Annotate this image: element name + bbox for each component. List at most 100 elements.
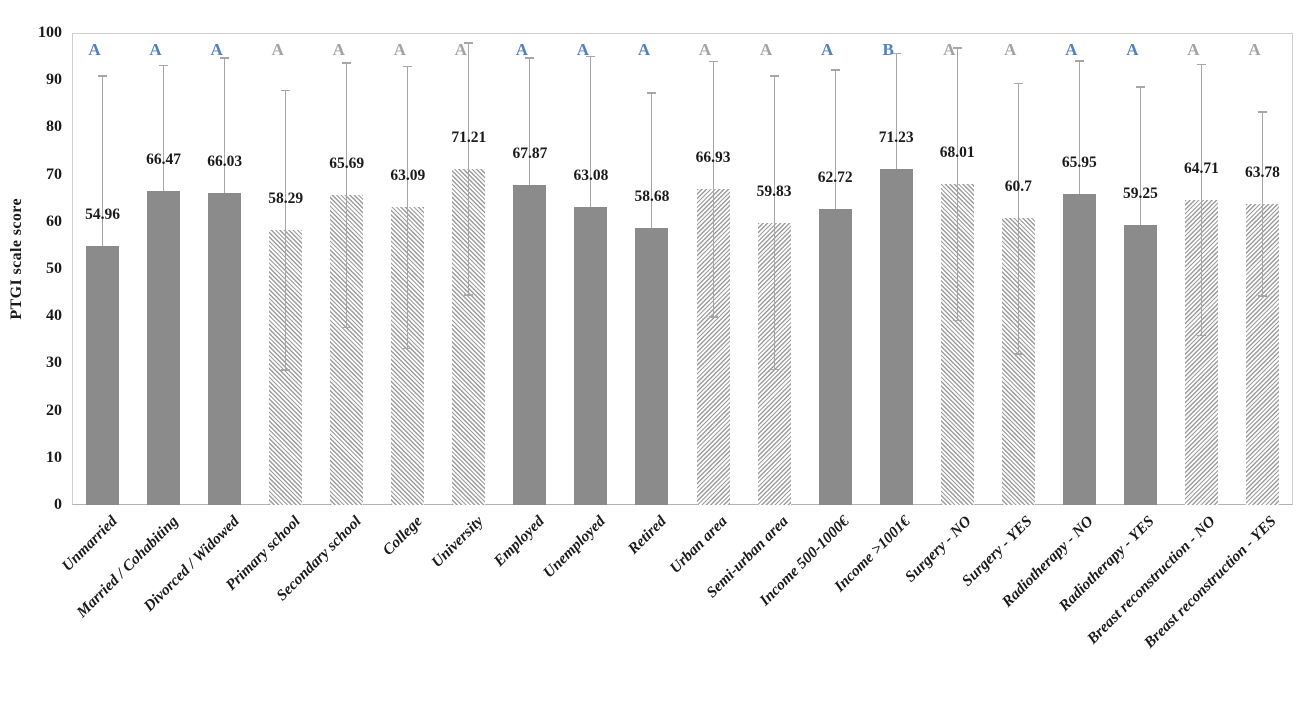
error-bar-line bbox=[895, 52, 897, 169]
error-bar-cap-top bbox=[1135, 86, 1145, 88]
error-bar-line bbox=[468, 42, 470, 296]
bar-value-label: 59.83 bbox=[756, 182, 792, 200]
significance-letter: A bbox=[149, 40, 162, 59]
error-bar-cap-top bbox=[98, 75, 108, 77]
error-bar-cap-top bbox=[220, 57, 230, 59]
error-bar-line bbox=[651, 92, 653, 229]
error-bar-cap-bottom bbox=[281, 369, 291, 371]
bar-value-label: 63.78 bbox=[1245, 163, 1280, 181]
bar-value-label: 67.87 bbox=[512, 144, 548, 162]
bar-value-label: 59.25 bbox=[1122, 185, 1158, 203]
significance-letter: A bbox=[1187, 40, 1200, 59]
significance-letter: A bbox=[759, 40, 773, 59]
error-bar-line bbox=[224, 57, 226, 194]
y-axis-tick-label: 70 bbox=[46, 165, 62, 183]
error-bar-cap-bottom bbox=[769, 368, 779, 371]
y-axis-tick-label: 0 bbox=[54, 496, 62, 513]
y-axis-tick-label: 40 bbox=[46, 307, 62, 325]
bar bbox=[635, 228, 669, 505]
bar bbox=[147, 191, 181, 505]
significance-letter: A bbox=[943, 40, 956, 59]
bar-value-label: 63.08 bbox=[573, 167, 609, 185]
bar-value-label: 60.7 bbox=[1004, 178, 1032, 196]
error-bar-cap-top bbox=[830, 69, 840, 71]
bar bbox=[1123, 225, 1157, 505]
error-bar-line bbox=[1078, 60, 1080, 194]
significance-letter: A bbox=[637, 40, 651, 59]
error-bar-line bbox=[407, 65, 409, 349]
bar bbox=[879, 168, 913, 505]
bar-value-label: 71.23 bbox=[878, 128, 914, 146]
bar bbox=[574, 207, 608, 505]
bar bbox=[1062, 193, 1096, 505]
error-bar-line bbox=[773, 75, 775, 370]
error-bar-line bbox=[834, 69, 836, 209]
error-bar-cap-top bbox=[1257, 111, 1267, 113]
error-bar-cap-bottom bbox=[403, 347, 413, 350]
bar-value-label: 58.29 bbox=[268, 189, 304, 207]
error-bar-line bbox=[285, 89, 287, 370]
y-axis-tick-label: 20 bbox=[46, 401, 62, 419]
error-bar-cap-bottom bbox=[464, 294, 474, 296]
significance-letter: A bbox=[454, 40, 467, 59]
y-axis-tick-label: 80 bbox=[46, 118, 62, 136]
error-bar-cap-top bbox=[403, 65, 413, 68]
error-bar-cap-bottom bbox=[1196, 334, 1206, 337]
bar-value-label: 58.68 bbox=[634, 188, 670, 206]
error-bar-line bbox=[1261, 111, 1263, 297]
error-bar-cap-bottom bbox=[1013, 353, 1023, 355]
error-bar-cap-top bbox=[159, 64, 169, 67]
error-bar-line bbox=[102, 75, 104, 246]
bar-value-label: 66.47 bbox=[146, 151, 181, 169]
bar-value-label: 71.21 bbox=[451, 128, 487, 146]
error-bar-cap-top bbox=[1074, 60, 1084, 62]
error-bar-cap-top bbox=[525, 57, 535, 59]
bar bbox=[818, 208, 852, 505]
error-bar-line bbox=[1200, 63, 1202, 336]
bar-value-label: 63.09 bbox=[390, 167, 426, 185]
significance-letter: A bbox=[820, 40, 834, 59]
error-bar-line bbox=[1139, 86, 1141, 226]
y-axis-tick-label: 50 bbox=[46, 260, 62, 277]
bar bbox=[86, 245, 120, 505]
error-bar-cap-bottom bbox=[952, 319, 962, 322]
bar-value-label: 65.95 bbox=[1061, 153, 1097, 171]
significance-letter: A bbox=[332, 40, 345, 59]
significance-letter: A bbox=[515, 40, 529, 59]
error-bar-cap-bottom bbox=[342, 326, 352, 329]
error-bar-cap-top bbox=[464, 42, 474, 44]
error-bar-line bbox=[590, 55, 592, 208]
significance-letter: A bbox=[88, 40, 101, 59]
significance-letter: A bbox=[1248, 40, 1261, 59]
plot-area bbox=[72, 33, 1293, 505]
bar bbox=[513, 184, 547, 505]
significance-letter: A bbox=[1126, 40, 1139, 59]
bar bbox=[208, 193, 242, 505]
error-bar-cap-top bbox=[769, 75, 779, 77]
error-bar-cap-top bbox=[1196, 63, 1206, 66]
error-bar-cap-top bbox=[586, 55, 596, 58]
bar-value-label: 68.01 bbox=[939, 143, 975, 161]
error-bar-line bbox=[956, 47, 958, 321]
error-bar-cap-top bbox=[891, 52, 901, 55]
error-bar-line bbox=[346, 62, 348, 328]
bar-value-label: 66.93 bbox=[695, 149, 731, 167]
y-axis-tick-label: 90 bbox=[46, 71, 62, 89]
significance-letter: A bbox=[1065, 40, 1078, 59]
y-axis-tick-label: 30 bbox=[46, 354, 62, 372]
y-axis-tick-label: 60 bbox=[46, 212, 62, 230]
error-bar-line bbox=[529, 57, 531, 185]
significance-letter: A bbox=[210, 40, 223, 59]
significance-letter: B bbox=[882, 40, 894, 59]
error-bar-line bbox=[1017, 82, 1019, 355]
significance-letter: A bbox=[576, 40, 590, 59]
error-bar-line bbox=[712, 60, 714, 318]
significance-letter: A bbox=[1004, 40, 1017, 59]
error-bar-line bbox=[163, 64, 165, 192]
error-bar-cap-top bbox=[952, 47, 962, 49]
y-axis-tick-label: 10 bbox=[46, 448, 62, 466]
significance-letter: A bbox=[393, 40, 406, 59]
bar-value-label: 64.71 bbox=[1183, 159, 1219, 177]
bar-value-label: 54.96 bbox=[85, 205, 120, 223]
error-bar-cap-top bbox=[342, 62, 352, 64]
